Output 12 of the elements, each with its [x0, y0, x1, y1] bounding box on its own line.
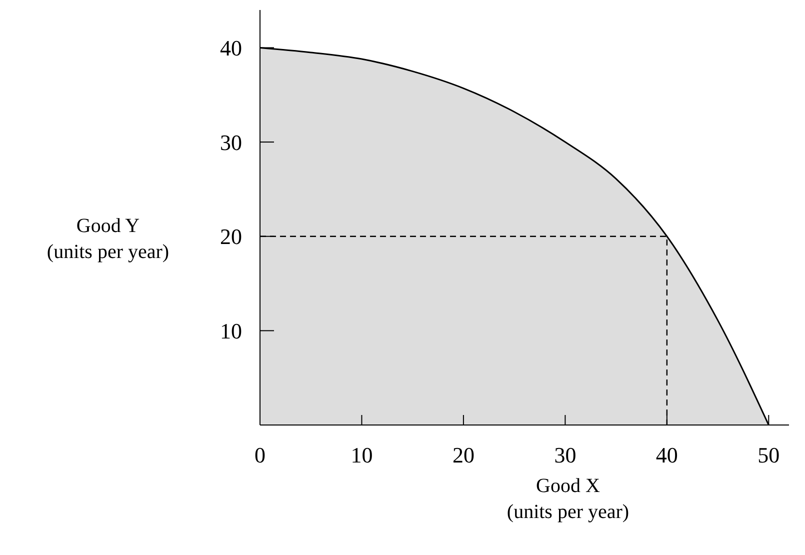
x-tick-label: 0: [254, 442, 266, 468]
y-tick-label: 10: [220, 318, 242, 344]
y-tick-label: 30: [220, 130, 242, 155]
x-tick-label: 20: [452, 442, 474, 468]
x-tick-label: 30: [554, 442, 576, 468]
x-tick-label: 10: [350, 442, 373, 468]
x-axis-title: Good X (units per year): [506, 474, 630, 525]
y-tick-label: 40: [220, 36, 242, 61]
x-tick-label: 40: [656, 442, 678, 468]
x-tick-label: 50: [758, 442, 780, 468]
y-tick-label: 20: [220, 224, 242, 250]
y-axis-title: Good Y (units per year): [46, 214, 170, 265]
